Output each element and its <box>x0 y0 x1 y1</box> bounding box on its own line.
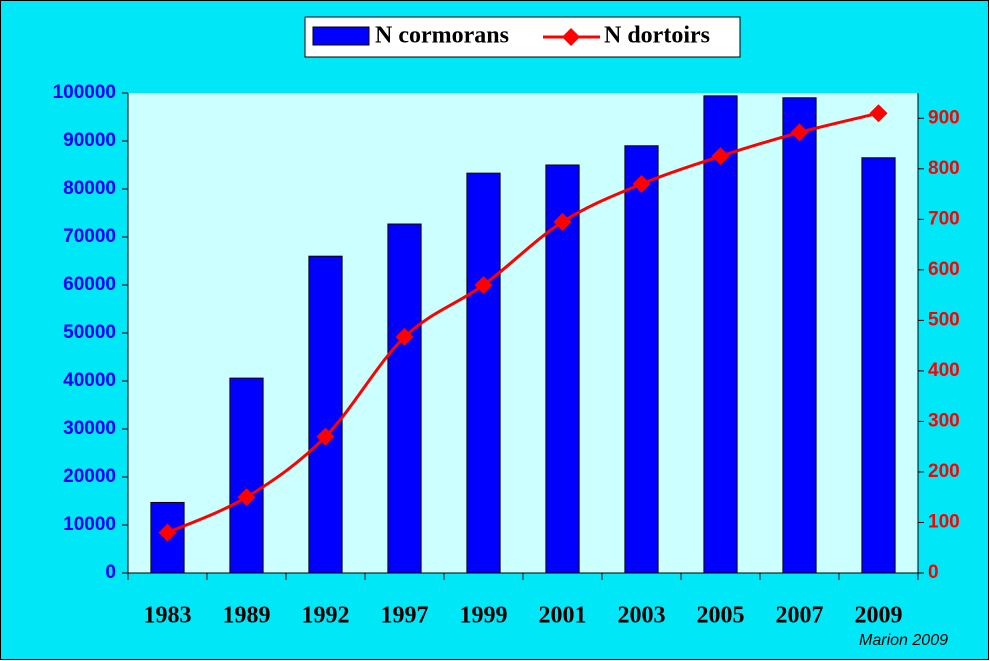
y2-tick-label: 800 <box>928 158 960 179</box>
y2-tick-label: 0 <box>928 562 939 583</box>
bar <box>782 97 817 574</box>
bar <box>229 377 264 574</box>
y-tick-label: 0 <box>105 562 116 583</box>
x-tick-label: 2009 <box>855 603 903 629</box>
x-tick-label: 2001 <box>539 603 587 629</box>
bar <box>466 172 501 574</box>
line-marker <box>711 147 730 166</box>
x-tick-label: 1989 <box>223 603 271 629</box>
x-tick-label: 2003 <box>618 603 666 629</box>
y2-tick-label: 600 <box>928 259 960 280</box>
line-marker <box>395 328 414 347</box>
line-marker <box>316 427 335 446</box>
x-tick-label: 1983 <box>144 603 192 629</box>
line-marker <box>553 212 572 231</box>
legend-label: N dortoirs <box>604 23 710 49</box>
y2-tick-label: 400 <box>928 360 960 381</box>
x-tick-label: 1999 <box>460 603 508 629</box>
y2-tick-label: 300 <box>928 410 960 431</box>
legend-box <box>304 16 741 58</box>
bar <box>308 255 343 574</box>
bar <box>624 145 659 574</box>
legend-swatch <box>312 26 370 46</box>
legend-marker <box>562 28 580 46</box>
bar <box>703 95 738 574</box>
line-marker <box>869 104 888 123</box>
y-tick-label: 20000 <box>63 466 116 487</box>
y-tick-label: 100000 <box>53 82 116 103</box>
line <box>166 111 879 534</box>
line-marker <box>790 123 809 142</box>
y-tick-label: 80000 <box>63 178 116 199</box>
line-marker <box>158 523 177 542</box>
line-marker <box>237 488 256 507</box>
y-tick-label: 90000 <box>63 130 116 151</box>
y2-tick-label: 100 <box>928 511 960 532</box>
y-tick-label: 70000 <box>63 226 116 247</box>
line-marker <box>474 276 493 294</box>
x-tick-label: 2005 <box>697 603 745 629</box>
y2-tick-label: 200 <box>928 461 960 482</box>
y-tick-label: 10000 <box>63 514 116 535</box>
y2-tick-label: 700 <box>928 208 960 229</box>
x-tick-label: 2007 <box>776 603 824 629</box>
legend-label: N cormorans <box>375 23 509 49</box>
y2-tick-label: 500 <box>928 309 960 330</box>
bar <box>387 223 422 574</box>
y-tick-label: 50000 <box>63 322 116 343</box>
y-tick-label: 40000 <box>63 370 116 391</box>
x-tick-label: 1997 <box>381 603 429 629</box>
x-tick-label: 1992 <box>302 603 350 629</box>
y2-tick-label: 900 <box>928 107 960 128</box>
annotation: Marion 2009 <box>859 632 948 649</box>
y-tick-label: 60000 <box>63 274 116 295</box>
y-tick-label: 30000 <box>63 418 116 439</box>
bar <box>861 157 896 574</box>
line-marker <box>632 174 651 193</box>
